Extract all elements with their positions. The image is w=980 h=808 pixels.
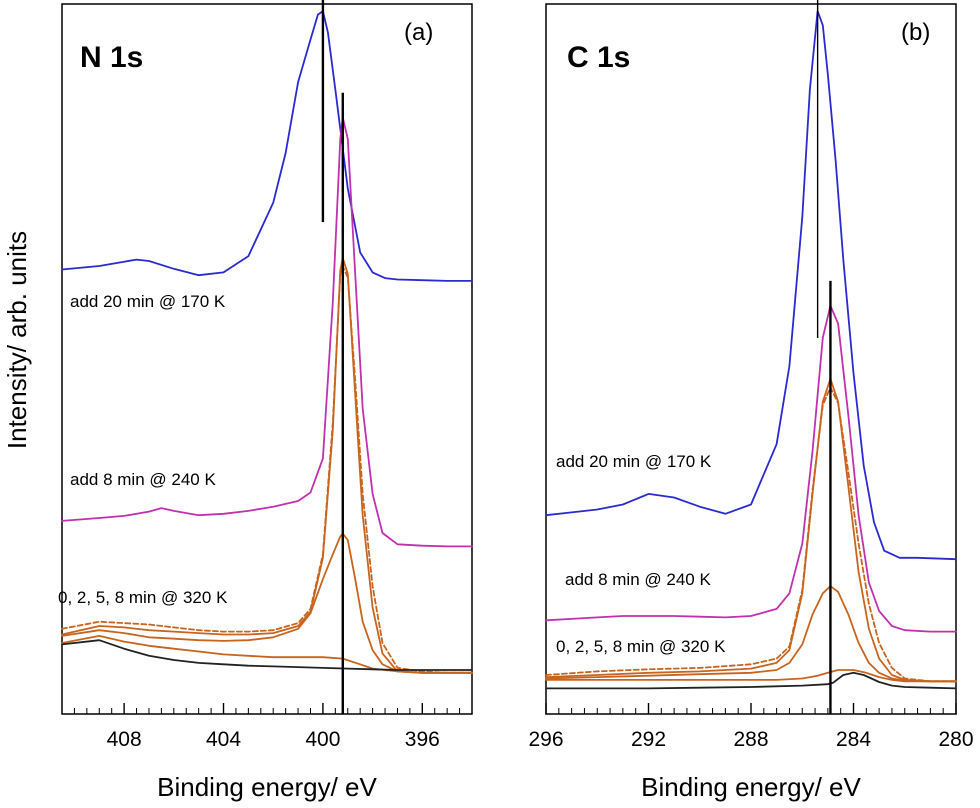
- panel-c1s-annotation-240k: add 8 min @ 240 K: [565, 570, 711, 589]
- panel-c1s-x-axis-label: Binding energy/ eV: [641, 772, 861, 802]
- panel-n1s-x-tick-label: 396: [405, 728, 440, 751]
- panel-n1s-letter: (a): [404, 19, 433, 46]
- panel-c1s-series: [545, 10, 957, 690]
- panel-n1s-spectrum-line-3: [61, 265, 473, 674]
- panel-c1s-reference-lines: [816, 0, 832, 714]
- panel-c1s-spectrum-line-0: [545, 10, 957, 561]
- panel-n1s-spectrum-line-5: [61, 635, 473, 674]
- y-axis-label: Intensity/ arb. units: [2, 231, 32, 449]
- panel-n1s-annotation-240k: add 8 min @ 240 K: [70, 470, 216, 489]
- panel-c1s-spectrum-line-5: [545, 669, 957, 683]
- panel-n1s-x-tick-label: 404: [206, 728, 241, 751]
- panel-n1s-annotation-320k: 0, 2, 5, 8 min @ 320 K: [58, 588, 228, 607]
- panel-n1s-spectrum-line-6: [61, 639, 473, 671]
- panel-c1s-x-tick-labels: 296 292 288 284 280: [528, 728, 973, 751]
- panel-c1s-x-tick-label: 288: [733, 728, 768, 751]
- panel-n1s-spectrum-line-1: [61, 116, 473, 548]
- panel-c1s-spectrum-line-3: [545, 386, 957, 683]
- panel-n1s-reference-lines: [321, 0, 344, 714]
- panel-n1s: N 1s (a) add 20 min @ 170 K add 8 min @ …: [58, 0, 473, 802]
- panel-c1s-spectrum-line-1: [545, 304, 957, 633]
- panel-n1s-spectrum-line-0: [61, 10, 473, 282]
- panel-c1s-frame: [545, 3, 957, 715]
- panel-n1s-series: [61, 10, 473, 674]
- panel-n1s-x-tick-labels: 408 404 400 396: [107, 728, 440, 751]
- panel-n1s-x-tick-label: 400: [305, 728, 340, 751]
- panel-c1s-x-tick-label: 292: [631, 728, 666, 751]
- panel-c1s-spectrum-line-6: [545, 671, 957, 690]
- panel-c1s-x-ticks: [545, 703, 957, 714]
- panel-c1s-annotation-170k: add 20 min @ 170 K: [556, 452, 712, 471]
- panel-n1s-x-axis-label: Binding energy/ eV: [157, 772, 377, 802]
- panel-c1s-x-tick-label: 284: [836, 728, 871, 751]
- panel-n1s-x-ticks: [61, 703, 473, 714]
- panel-n1s-spectrum-line-2: [61, 257, 473, 674]
- panel-n1s-frame: [61, 3, 473, 715]
- panel-c1s-x-tick-label: 280: [938, 728, 973, 751]
- panel-c1s-annotation-320k: 0, 2, 5, 8 min @ 320 K: [556, 637, 726, 656]
- panel-c1s-title: C 1s: [567, 41, 630, 74]
- panel-c1s-letter: (b): [901, 19, 930, 46]
- panel-n1s-title: N 1s: [80, 41, 143, 74]
- panel-c1s: C 1s (b) add 20 min @ 170 K add 8 min @ …: [528, 0, 974, 802]
- panel-n1s-x-tick-label: 408: [107, 728, 142, 751]
- panel-n1s-annotation-170k: add 20 min @ 170 K: [70, 292, 226, 311]
- panel-c1s-spectrum-line-4: [545, 585, 957, 683]
- panel-c1s-x-tick-label: 296: [528, 728, 563, 751]
- panel-c1s-spectrum-line-2: [545, 378, 957, 683]
- panel-n1s-spectrum-line-4: [61, 532, 473, 674]
